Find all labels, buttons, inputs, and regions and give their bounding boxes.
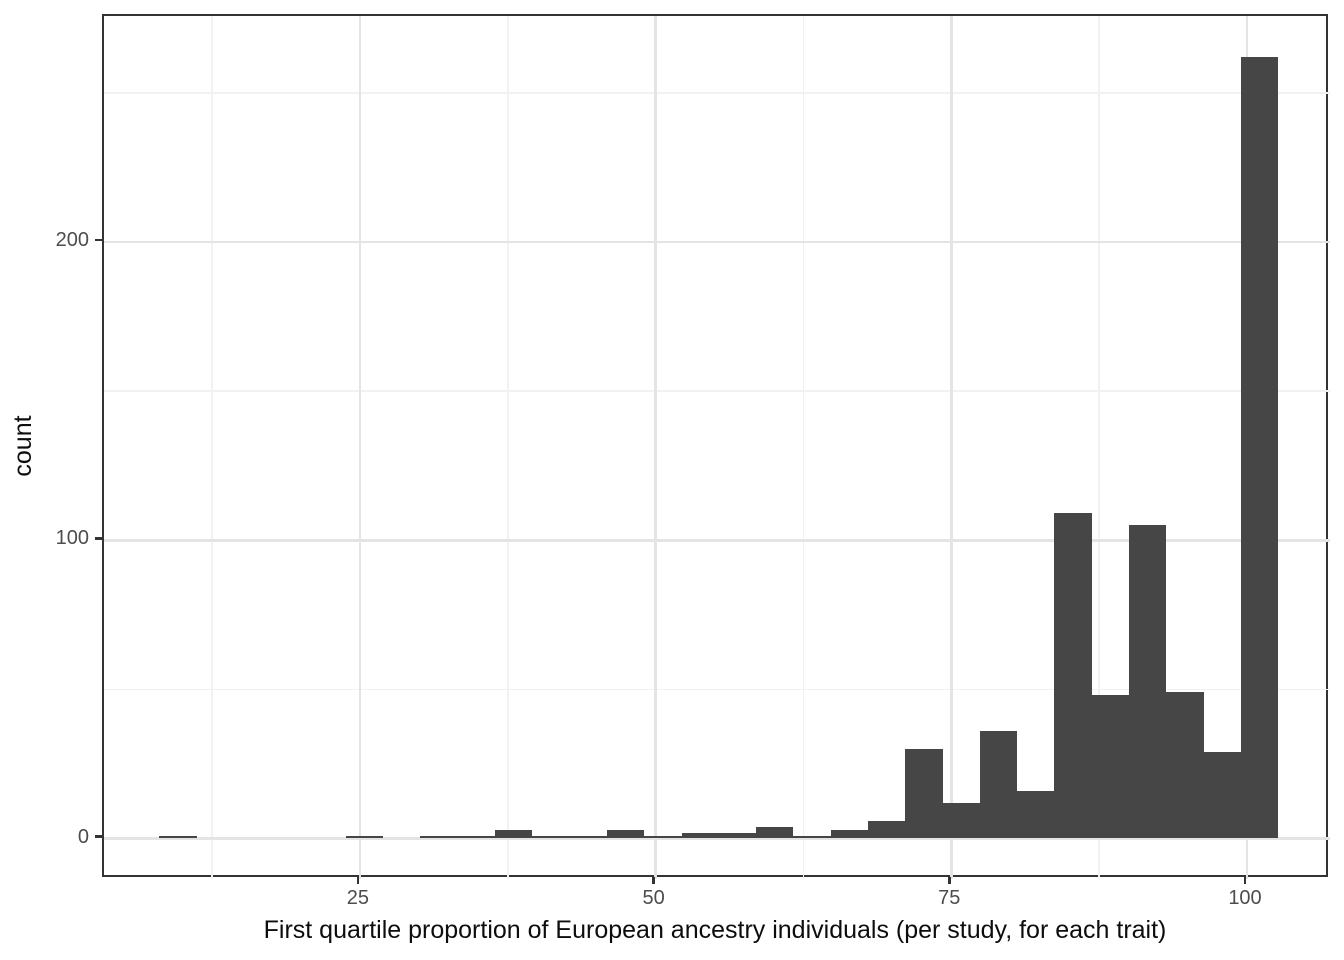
histogram-bar <box>1017 790 1055 839</box>
histogram-bar <box>793 835 831 839</box>
x-tick-mark <box>948 877 951 884</box>
histogram-bar <box>495 829 533 839</box>
histogram-bar <box>1240 57 1279 839</box>
x-tick-mark <box>652 877 655 884</box>
x-gridline-minor <box>506 16 509 879</box>
y-gridline-minor <box>104 92 1330 94</box>
x-tick-mark <box>356 877 360 884</box>
histogram-bar <box>569 835 607 839</box>
x-tick-mark <box>1243 877 1247 884</box>
y-tick-mark <box>95 238 102 242</box>
y-tick-label: 100 <box>55 527 89 550</box>
histogram-bar <box>942 802 980 839</box>
histogram-bar <box>532 835 570 839</box>
histogram-bar <box>756 826 794 839</box>
y-tick-mark <box>95 537 102 540</box>
histogram-bar <box>830 829 868 839</box>
histogram-bar <box>681 832 719 839</box>
histogram-bar <box>159 835 197 839</box>
histogram-bar <box>345 835 384 839</box>
x-tick-label: 75 <box>938 887 961 909</box>
x-tick-label: 25 <box>346 887 370 909</box>
x-gridline-major <box>950 16 953 879</box>
histogram-bar <box>1203 752 1241 839</box>
y-gridline-minor <box>104 688 1330 691</box>
histogram-bar <box>979 731 1018 839</box>
y-gridline-minor <box>104 390 1330 392</box>
histogram-bar <box>905 749 943 839</box>
histogram-bar <box>867 820 906 839</box>
histogram-bar <box>1129 525 1167 839</box>
x-axis-title: First quartile proportion of European an… <box>263 916 1167 944</box>
histogram-bar <box>457 835 496 839</box>
histogram-bar <box>420 835 458 839</box>
x-gridline-major <box>358 16 362 879</box>
x-tick-label: 50 <box>642 887 665 909</box>
histogram-bar <box>1054 513 1092 839</box>
histogram-bar <box>606 829 645 839</box>
y-gridline-major <box>104 837 1330 840</box>
y-tick-label: 200 <box>55 229 89 251</box>
y-tick-label: 0 <box>77 825 89 848</box>
x-gridline-minor <box>1098 16 1100 879</box>
histogram-bar <box>644 835 682 839</box>
plot-panel <box>102 14 1330 879</box>
x-tick-label: 100 <box>1228 887 1262 909</box>
histogram-bar <box>1166 692 1204 839</box>
y-axis-title: count <box>9 415 37 477</box>
x-gridline-minor <box>211 16 213 879</box>
y-tick-mark <box>95 835 102 838</box>
y-gridline-major <box>104 539 1330 542</box>
histogram-bar <box>1091 695 1130 839</box>
y-gridline-major <box>104 240 1330 244</box>
x-gridline-major <box>654 16 657 879</box>
histogram-bar <box>718 832 757 839</box>
x-gridline-minor <box>802 16 805 879</box>
